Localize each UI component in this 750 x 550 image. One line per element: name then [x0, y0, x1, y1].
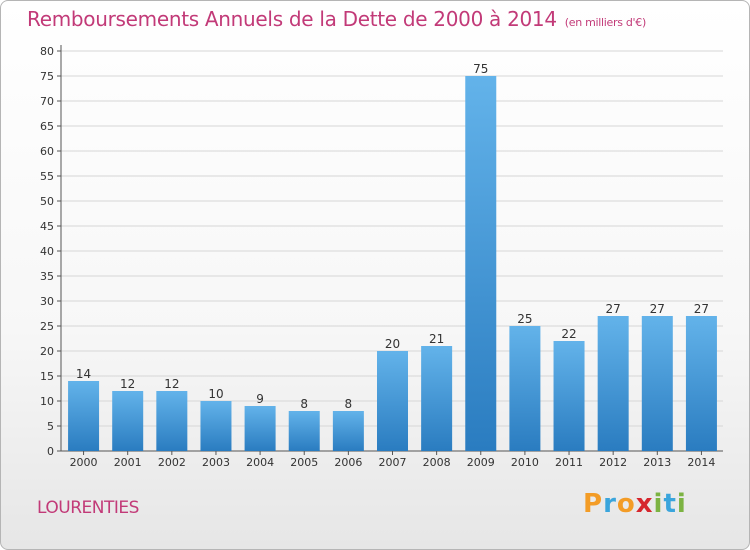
label-layer: 14 12 12 10 9 8 8 20 21 75 25 22 27 27 27 [76, 62, 709, 411]
y-tick-label: 50 [40, 195, 54, 208]
y-tick-label: 0 [47, 445, 54, 458]
bar-2008 [421, 346, 453, 451]
y-tick-label: 45 [40, 220, 54, 233]
y-tick-label: 30 [40, 295, 54, 308]
bar-2003 [200, 401, 232, 451]
x-tick-label-2001: 2001 [114, 456, 142, 469]
bar-2004 [244, 406, 276, 451]
y-tick-label: 80 [40, 45, 54, 58]
data-label-2000: 14 [76, 367, 91, 381]
x-tick-label-2013: 2013 [643, 456, 671, 469]
x-tick-label-2003: 2003 [202, 456, 230, 469]
logo-letter: x [635, 489, 654, 519]
data-label-2004: 9 [256, 392, 264, 406]
bar-2002 [156, 391, 188, 451]
bar-2012 [597, 316, 629, 451]
data-label-2008: 21 [429, 332, 444, 346]
chart-title-text: Remboursements Annuels de la Dette de 20… [27, 7, 557, 31]
x-tick-label-2007: 2007 [379, 456, 407, 469]
y-tick-label: 20 [40, 345, 54, 358]
x-tick-label-2005: 2005 [290, 456, 318, 469]
x-tick-label-2010: 2010 [511, 456, 539, 469]
logo-letter: t [663, 489, 677, 519]
x-tick-label-2014: 2014 [687, 456, 715, 469]
logo-letter: r [603, 489, 617, 519]
data-label-2011: 22 [561, 327, 576, 341]
y-tick-label: 35 [40, 270, 54, 283]
bar-2009 [465, 76, 497, 451]
data-label-2003: 10 [208, 387, 223, 401]
data-label-2009: 75 [473, 62, 488, 76]
logo-letter: o [616, 489, 636, 519]
x-tick-label-2002: 2002 [158, 456, 186, 469]
bar-2011 [553, 341, 585, 451]
x-tick-label-2012: 2012 [599, 456, 627, 469]
logo-letter: i [653, 489, 664, 519]
bar-2005 [288, 411, 320, 451]
y-tick-label: 60 [40, 145, 54, 158]
y-tick-label: 10 [40, 395, 54, 408]
y-tick-label: 65 [40, 120, 54, 133]
chart-title: Remboursements Annuels de la Dette de 20… [27, 7, 646, 31]
y-tick-label: 15 [40, 370, 54, 383]
bar-2001 [112, 391, 144, 451]
y-tick-label: 75 [40, 70, 54, 83]
x-tick-label-2000: 2000 [70, 456, 98, 469]
bar-2014 [685, 316, 717, 451]
logo-letter: i [676, 489, 687, 519]
data-label-2013: 27 [650, 302, 665, 316]
location-label: LOURENTIES [37, 498, 139, 518]
x-tick-label-2004: 2004 [246, 456, 274, 469]
data-label-2014: 27 [694, 302, 709, 316]
data-label-2005: 8 [300, 397, 308, 411]
y-tick-label: 70 [40, 95, 54, 108]
bar-2000 [68, 381, 100, 451]
data-label-2002: 12 [164, 377, 179, 391]
data-label-2006: 8 [345, 397, 353, 411]
data-label-2007: 20 [385, 337, 400, 351]
x-tick-label-2009: 2009 [467, 456, 495, 469]
data-label-2012: 27 [606, 302, 621, 316]
x-tick-label-2006: 2006 [334, 456, 362, 469]
data-label-2001: 12 [120, 377, 135, 391]
bar-2010 [509, 326, 541, 451]
y-tick-label: 40 [40, 245, 54, 258]
y-tick-label: 5 [47, 420, 54, 433]
bar-2007 [377, 351, 408, 451]
logo-letter: P [583, 489, 604, 519]
bar-layer [68, 76, 717, 451]
x-tick-label-2008: 2008 [423, 456, 451, 469]
y-tick-label: 55 [40, 170, 54, 183]
bar-2006 [332, 411, 364, 451]
x-tick-label-2011: 2011 [555, 456, 583, 469]
data-label-2010: 25 [517, 312, 532, 326]
proxiti-logo[interactable]: Proxiti [583, 489, 687, 519]
y-tick-label: 25 [40, 320, 54, 333]
bar-2013 [641, 316, 673, 451]
chart-subtitle: (en milliers d'€) [564, 16, 646, 29]
